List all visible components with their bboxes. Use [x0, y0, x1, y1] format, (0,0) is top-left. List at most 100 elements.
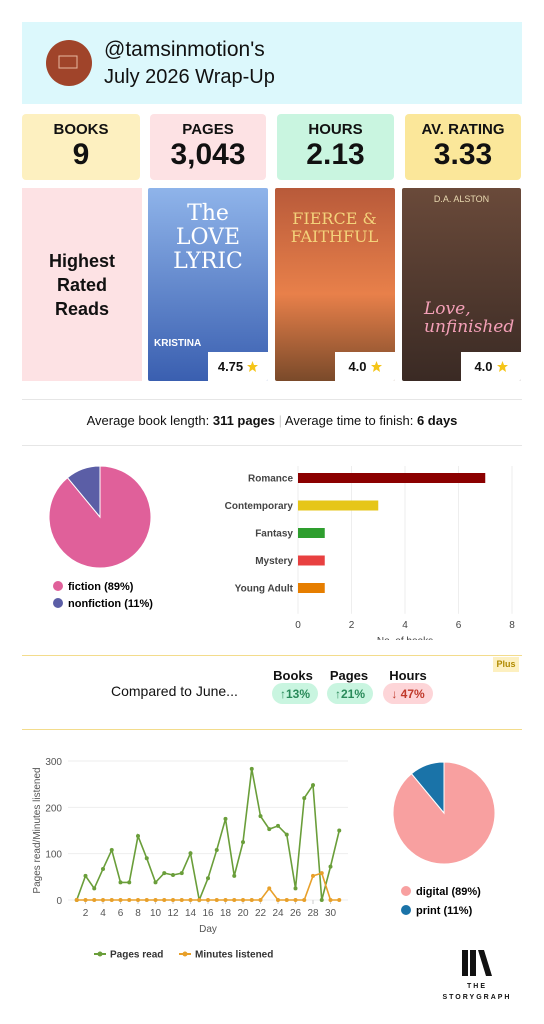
legend-value: (89%) [451, 886, 481, 898]
line-point [83, 898, 88, 902]
y-tick-label: Fantasy [255, 529, 293, 540]
legend-marker [53, 598, 63, 608]
logo-top: THE [467, 983, 487, 990]
line-point [188, 851, 193, 856]
y-tick-label: Contemporary [225, 501, 294, 512]
line-point [136, 834, 140, 839]
line-point [162, 871, 167, 876]
line-point [284, 898, 289, 902]
legend-marker [401, 905, 411, 915]
cover-author: D.A. ALSTON [433, 194, 490, 204]
line-point [109, 898, 114, 902]
line-point [179, 871, 184, 876]
line-point [267, 886, 272, 891]
line-point [258, 898, 263, 902]
line-point [223, 898, 228, 902]
line-point [153, 898, 158, 902]
x-tick-label: 16 [202, 908, 214, 919]
legend-marker [182, 951, 188, 957]
line-point [127, 880, 132, 885]
rating: 4.75 [217, 359, 244, 374]
x-tick-label: 28 [307, 908, 319, 919]
line-point [241, 840, 245, 845]
legend-label: Minutes listened [195, 950, 273, 961]
line-point [214, 898, 219, 902]
legend-value: (89%) [104, 581, 134, 593]
legend-category: fiction [68, 581, 101, 593]
cover-title: FIERCE & FAITHFUL [290, 209, 379, 246]
divider [22, 399, 522, 400]
legend-marker [53, 581, 63, 591]
book-cover: FIERCE & FAITHFUL 4.0 [275, 188, 395, 381]
line-point [206, 876, 210, 881]
line-point [109, 847, 114, 852]
stat-card: AV. RATING 3.33 [405, 114, 521, 180]
x-tick-label: 26 [290, 908, 302, 919]
line-point [276, 823, 280, 828]
handle: @tamsinmotion's [104, 38, 265, 61]
line-point [249, 898, 254, 902]
x-tick-label: 2 [349, 620, 355, 631]
bar [298, 500, 379, 511]
pie-slice [66, 465, 101, 519]
line-point [144, 898, 149, 902]
line-point [144, 856, 149, 861]
star-icon [496, 361, 508, 372]
rating: 4.0 [348, 359, 367, 374]
y-tick-label: 100 [45, 850, 62, 861]
y-tick-label: Mystery [255, 556, 293, 567]
x-tick-label: 4 [100, 908, 106, 919]
comparison-label: Pages [329, 668, 369, 683]
legend-label: digital (89%) [416, 886, 481, 898]
comparison-label: Hours [389, 668, 427, 683]
line-point [162, 898, 167, 902]
legend-label: nonfiction (11%) [68, 598, 153, 610]
star-icon [370, 361, 382, 372]
x-tick-label: 2 [83, 908, 89, 919]
comparison-change: ↑13% [272, 683, 318, 704]
bar-chart: 0 2 4 6 8 No. of books Romance Contemporary Fant… [225, 466, 515, 640]
x-tick-label: 14 [185, 908, 197, 919]
rating-badge: 4.75 [208, 352, 268, 381]
avatar [46, 40, 92, 86]
line-point [136, 898, 140, 902]
line-point [118, 898, 123, 902]
line-point [118, 880, 123, 885]
bar [298, 528, 325, 538]
x-tick-label: 10 [150, 908, 162, 919]
line-point [197, 898, 202, 902]
line-point [319, 898, 324, 902]
line-point [179, 898, 184, 902]
x-tick-label: 24 [272, 908, 284, 919]
legend-category: digital [416, 886, 448, 898]
comparison-change: ↓ 47% [383, 683, 433, 704]
line-point [302, 898, 307, 902]
stat-value: 3.33 [433, 138, 493, 171]
legend-category: nonfiction [68, 598, 121, 610]
y-tick-label: 0 [56, 896, 62, 907]
comparison-change: ↑21% [327, 683, 373, 704]
line-point [188, 898, 193, 902]
line-point [241, 898, 245, 902]
x-tick-label: 30 [325, 908, 337, 919]
y-tick-label: 300 [45, 757, 62, 768]
line-point [311, 873, 315, 878]
stat-label: AV. RATING [421, 121, 505, 138]
star-icon [247, 361, 259, 372]
divider [22, 445, 522, 446]
logo: THE STORYGRAPH [437, 948, 517, 1001]
stat-value: 3,043 [170, 138, 246, 171]
line-point [276, 898, 280, 902]
line-point [319, 871, 324, 876]
x-tick-label: 18 [220, 908, 232, 919]
x-tick-label: 6 [118, 908, 124, 919]
legend-label: Pages read [110, 950, 163, 961]
line-point [302, 796, 307, 801]
line-point [92, 898, 97, 902]
line-point [101, 866, 105, 871]
stat-card: PAGES 3,043 [150, 114, 266, 180]
stat-label: BOOKS [53, 121, 109, 138]
line-point [293, 886, 298, 891]
legend-category: print [416, 905, 441, 917]
